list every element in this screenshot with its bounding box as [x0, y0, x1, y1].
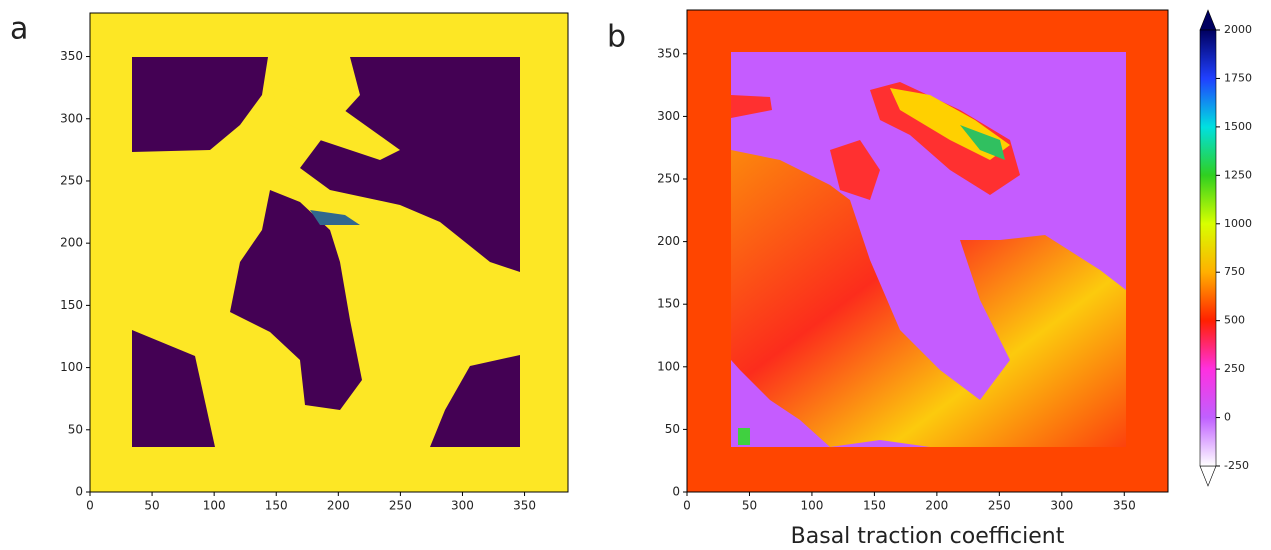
axes-frame — [89, 12, 569, 493]
y-tick-label: 300 — [657, 109, 680, 123]
axes-frame — [686, 9, 1169, 493]
x-tick-label: 200 — [925, 499, 948, 513]
x-tick-label: 250 — [988, 499, 1011, 513]
x-tick-label: 250 — [389, 499, 412, 513]
x-tick-label: 100 — [203, 499, 226, 513]
y-tick-label: 0 — [672, 485, 680, 499]
panel-label: a — [10, 12, 28, 47]
x-tick-label: 350 — [1113, 499, 1136, 513]
y-tick-label: 150 — [657, 297, 680, 311]
colorbar-tick-label: 1250 — [1224, 168, 1252, 181]
colorbar-tick-label: 1000 — [1224, 217, 1252, 230]
colorbar — [1199, 29, 1217, 467]
map-a — [90, 13, 568, 492]
y-tick-label: 50 — [68, 422, 83, 436]
x-tick-label: 50 — [742, 499, 757, 513]
y-tick-label: 300 — [60, 111, 83, 125]
colorbar-tick-label: 750 — [1224, 265, 1245, 278]
y-tick-label: 150 — [60, 298, 83, 312]
colorbar-tick-label: 0 — [1224, 411, 1231, 424]
colorbar-tick-label: -250 — [1224, 459, 1249, 472]
x-tick-label: 50 — [144, 499, 159, 513]
y-tick-label: 50 — [665, 422, 680, 436]
y-tick-label: 0 — [75, 485, 83, 499]
y-tick-label: 200 — [657, 234, 680, 248]
colorbar-extend-top — [1199, 9, 1217, 31]
x-tick-label: 200 — [327, 499, 350, 513]
y-tick-label: 100 — [657, 359, 680, 373]
y-tick-label: 200 — [60, 236, 83, 250]
x-tick-label: 300 — [451, 499, 474, 513]
x-axis-label: Basal traction coefficient — [791, 524, 1065, 549]
y-tick-label: 250 — [60, 173, 83, 187]
x-tick-label: 300 — [1050, 499, 1073, 513]
x-tick-label: 0 — [86, 499, 94, 513]
panel-label: b — [607, 20, 626, 55]
colorbar-tick-label: 250 — [1224, 362, 1245, 375]
y-tick-label: 350 — [657, 46, 680, 60]
map-b — [687, 10, 1168, 492]
y-tick-label: 350 — [60, 49, 83, 63]
x-tick-label: 150 — [265, 499, 288, 513]
y-tick-label: 100 — [60, 360, 83, 374]
y-tick-label: 250 — [657, 172, 680, 186]
x-tick-label: 100 — [800, 499, 823, 513]
colorbar-tick-label: 500 — [1224, 314, 1245, 327]
x-tick-label: 150 — [863, 499, 886, 513]
colorbar-tick-label: 2000 — [1224, 23, 1252, 36]
x-tick-label: 0 — [683, 499, 691, 513]
colorbar-tick-label: 1750 — [1224, 71, 1252, 84]
x-tick-label: 350 — [513, 499, 536, 513]
colorbar-extend-bottom — [1199, 465, 1217, 487]
colorbar-tick-label: 1500 — [1224, 120, 1252, 133]
